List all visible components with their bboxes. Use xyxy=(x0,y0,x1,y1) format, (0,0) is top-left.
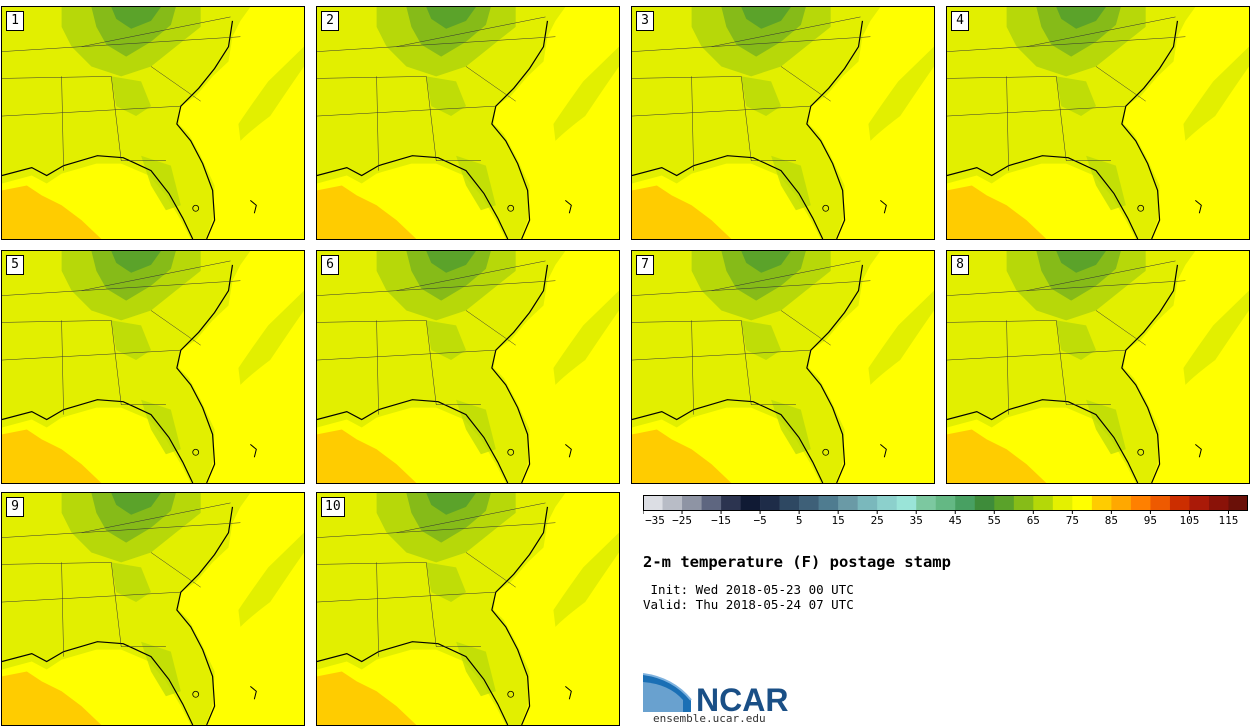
ensemble-member-map-3: 3 xyxy=(631,6,935,240)
ensemble-member-map-8: 8 xyxy=(946,250,1250,484)
colorbar-tick-label: 15 xyxy=(832,514,845,525)
ensemble-member-map-2: 2 xyxy=(316,6,620,240)
colorbar-swatch xyxy=(1111,495,1132,511)
colorbar-swatch xyxy=(1033,495,1054,511)
colorbar-frame xyxy=(643,495,1248,511)
member-number-label: 9 xyxy=(6,497,24,517)
colorbar-swatch xyxy=(1052,495,1073,511)
colorbar-tick-label: −15 xyxy=(711,514,731,525)
colorbar-tick-label: −25 xyxy=(672,514,692,525)
logo-wordmark: NCAR xyxy=(696,682,788,714)
valid-time: Valid: Thu 2018-05-24 07 UTC xyxy=(643,597,854,612)
member-number-label: 1 xyxy=(6,11,24,31)
colorbar-swatch xyxy=(1130,495,1151,511)
colorbar-swatch xyxy=(955,495,976,511)
ncar-logo: NCAR xyxy=(643,673,788,714)
colorbar-tick-label: 55 xyxy=(988,514,1001,525)
member-number-label: 5 xyxy=(6,255,24,275)
colorbar-swatch xyxy=(1013,495,1034,511)
colorbar-swatch xyxy=(760,495,780,511)
ensemble-member-map-4: 4 xyxy=(946,6,1250,240)
colorbar-swatch xyxy=(1228,495,1248,511)
colorbar-tick-label: 95 xyxy=(1144,514,1157,525)
member-number-label: 6 xyxy=(321,255,339,275)
chart-title: 2-m temperature (F) postage stamp xyxy=(643,553,951,571)
logo-url: ensemble.ucar.edu xyxy=(653,712,766,725)
member-number-label: 4 xyxy=(951,11,969,31)
member-number-label: 2 xyxy=(321,11,339,31)
member-number-label: 7 xyxy=(636,255,654,275)
colorbar-swatch xyxy=(974,495,995,511)
colorbar-swatch xyxy=(1072,495,1093,511)
colorbar-tick-label: 75 xyxy=(1066,514,1079,525)
colorbar-swatch xyxy=(877,495,898,511)
member-number-label: 3 xyxy=(636,11,654,31)
colorbar-swatch xyxy=(994,495,1015,511)
member-number-label: 10 xyxy=(321,497,345,517)
colorbar-swatch xyxy=(896,495,917,511)
ensemble-member-map-9: 9 xyxy=(1,492,305,726)
colorbar-swatch xyxy=(643,495,663,511)
colorbar-tick-label: −35 xyxy=(645,514,665,525)
colorbar-swatch xyxy=(1091,495,1112,511)
colorbar-swatch xyxy=(1189,495,1210,511)
ensemble-member-map-5: 5 xyxy=(1,250,305,484)
colorbar-swatch xyxy=(1150,495,1171,511)
colorbar-tick-label: 105 xyxy=(1180,514,1200,525)
colorbar-tick-label: 85 xyxy=(1105,514,1118,525)
colorbar-tick-label: 5 xyxy=(796,514,803,525)
colorbar-swatch xyxy=(1208,495,1229,511)
ensemble-member-map-6: 6 xyxy=(316,250,620,484)
colorbar-swatch xyxy=(779,495,800,511)
ensemble-member-map-10: 10 xyxy=(316,492,620,726)
colorbar-swatch xyxy=(662,495,683,511)
colorbar-swatch xyxy=(721,495,741,511)
colorbar-swatch xyxy=(799,495,819,511)
colorbar-swatch xyxy=(838,495,858,511)
colorbar-swatch xyxy=(1169,495,1190,511)
colorbar-swatch xyxy=(740,495,761,511)
colorbar-tick-label: 115 xyxy=(1219,514,1239,525)
init-time: Init: Wed 2018-05-23 00 UTC xyxy=(643,582,854,597)
colorbar-swatch xyxy=(701,495,722,511)
colorbar-tick-label: 35 xyxy=(910,514,923,525)
colorbar-tick-label: 25 xyxy=(871,514,884,525)
ensemble-member-map-1: 1 xyxy=(1,6,305,240)
colorbar-swatch xyxy=(682,495,702,511)
colorbar-swatch xyxy=(916,495,937,511)
member-number-label: 8 xyxy=(951,255,969,275)
temperature-colorbar: −35 −25 −15 −5 5 15 25 35 45 55 65 75 85 95 105 115 xyxy=(643,495,1248,525)
colorbar-tick-label: 65 xyxy=(1027,514,1040,525)
ensemble-member-map-7: 7 xyxy=(631,250,935,484)
colorbar-swatch xyxy=(857,495,878,511)
colorbar-tick-label: 45 xyxy=(949,514,962,525)
colorbar-swatch xyxy=(935,495,956,511)
colorbar-swatch xyxy=(818,495,839,511)
colorbar-tick-label: −5 xyxy=(753,514,766,525)
